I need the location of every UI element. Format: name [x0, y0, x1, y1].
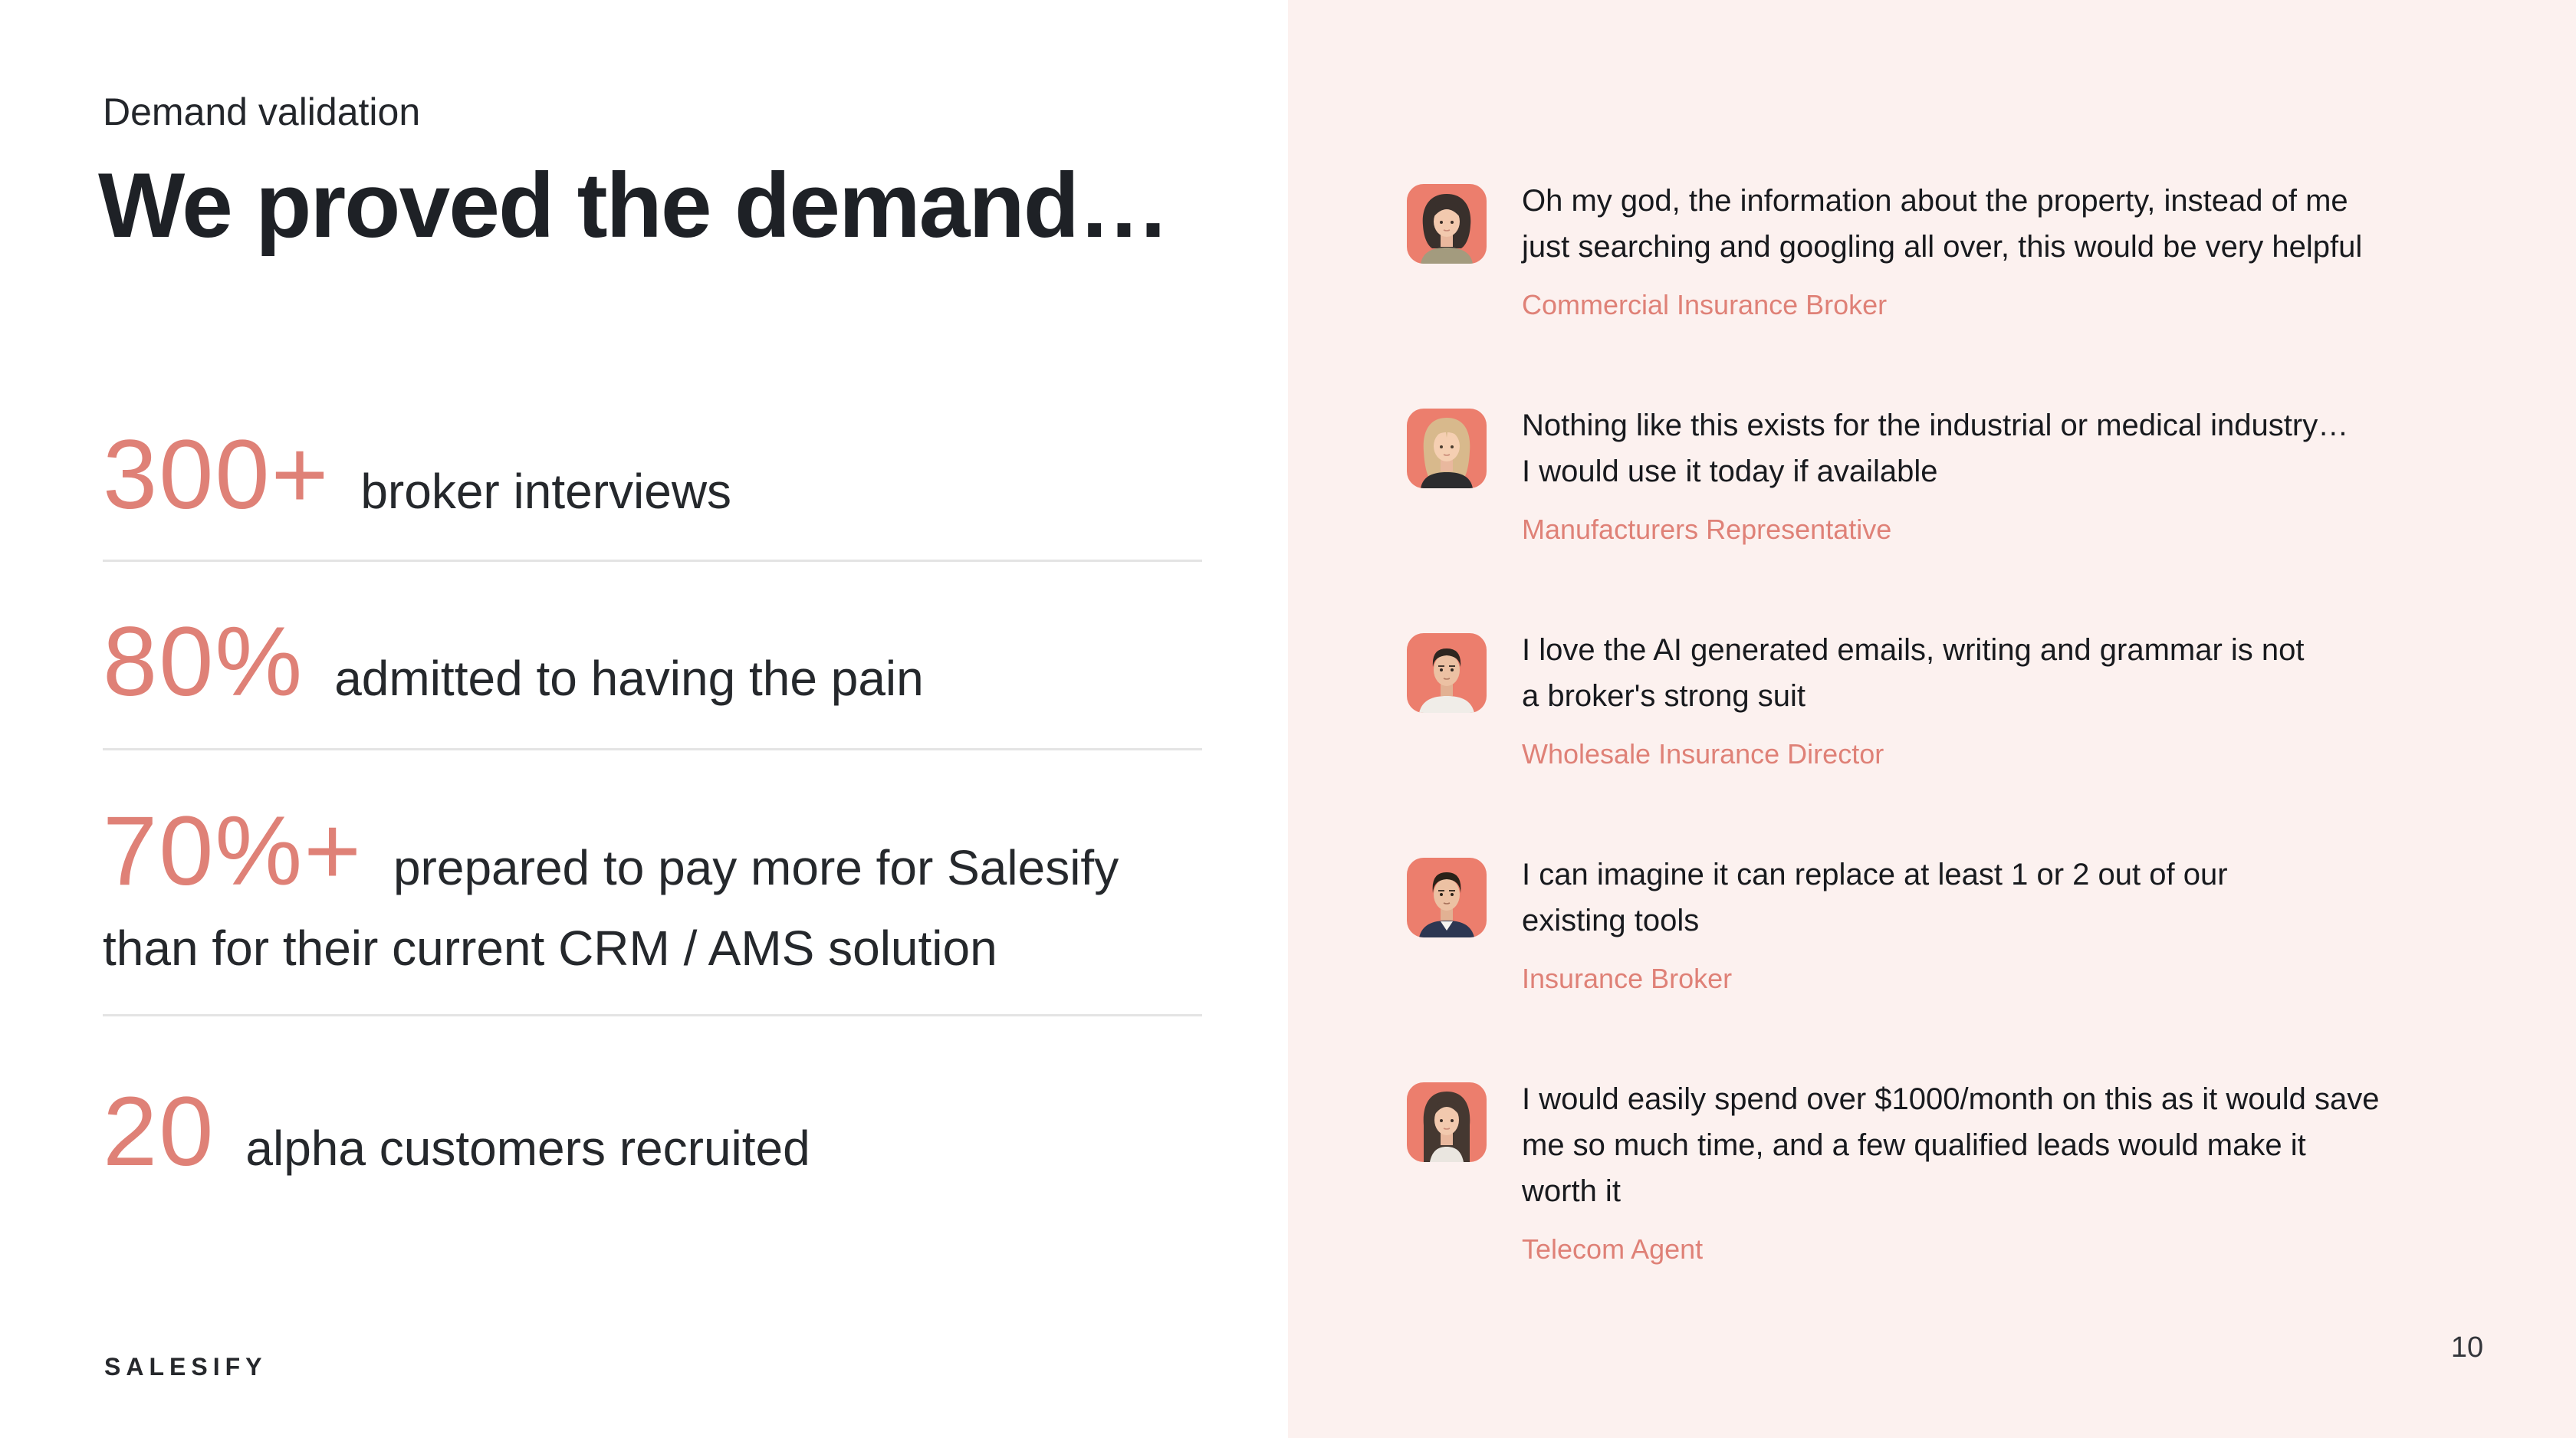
divider: [103, 1014, 1202, 1016]
stat-label-line2: than for their current CRM / AMS solutio…: [103, 921, 997, 976]
testimonial-quote: I would easily spend over $1000/month on…: [1522, 1082, 2380, 1208]
left-panel: Demand validation We proved the demand… …: [98, 90, 1202, 1381]
testimonial-quote: I love the AI generated emails, writing …: [1522, 633, 2305, 713]
testimonial-quote: Oh my god, the information about the pro…: [1522, 184, 2363, 264]
divider: [103, 560, 1202, 562]
avatar-man-suit-icon: [1407, 858, 1487, 937]
avatar-woman-blonde-icon: [1407, 409, 1487, 488]
testimonial-quote: I can imagine it can replace at least 1 …: [1522, 858, 2228, 937]
testimonial-insurance-broker: I can imagine it can replace at least 1 …: [1407, 858, 2511, 996]
testimonial-telecom-agent: I would easily spend over $1000/month on…: [1407, 1082, 2511, 1266]
avatar-man-white-shirt-icon: [1407, 633, 1487, 713]
stat-value: 80%: [103, 607, 304, 717]
slide-title: We proved the demand…: [98, 154, 1170, 257]
stat-row-pay-more: 70%+ prepared to pay more for Salesify t…: [103, 803, 1119, 973]
stat-label: prepared to pay more for Salesify: [393, 840, 1119, 895]
testimonials-panel: Oh my god, the information about the pro…: [1288, 0, 2576, 1438]
testimonial-role: Telecom Agent: [1522, 1233, 1704, 1265]
stat-row-broker-interviews: 300+ broker interviews: [103, 426, 731, 524]
stat-value: 300+: [103, 420, 330, 530]
testimonial-role: Wholesale Insurance Director: [1522, 738, 1884, 770]
stat-value: 70%+: [103, 796, 363, 906]
testimonial-role: Insurance Broker: [1522, 963, 1733, 994]
testimonial-commercial-insurance-broker: Oh my god, the information about the pro…: [1407, 184, 2511, 322]
slide-eyebrow: Demand validation: [103, 90, 421, 133]
stat-row-alpha-customers: 20 alpha customers recruited: [103, 1083, 810, 1181]
avatar-woman-long-hair-icon: [1407, 1082, 1487, 1162]
divider: [103, 748, 1202, 750]
testimonial-manufacturers-representative: Nothing like this exists for the industr…: [1407, 409, 2511, 547]
page-number: 10: [2450, 1331, 2484, 1364]
stat-value: 20: [103, 1077, 215, 1187]
testimonial-quote: Nothing like this exists for the industr…: [1522, 409, 2349, 488]
stat-label: alpha customers recruited: [245, 1121, 810, 1176]
salesify-logo: SALESIFY: [104, 1353, 268, 1381]
stat-row-admitted-pain: 80% admitted to having the pain: [103, 613, 924, 711]
testimonial-role: Manufacturers Representative: [1522, 514, 1892, 545]
testimonial-role: Commercial Insurance Broker: [1522, 289, 1888, 320]
stat-label: broker interviews: [360, 464, 732, 519]
avatar-woman-bob-icon: [1407, 184, 1487, 264]
stat-label: admitted to having the pain: [334, 651, 924, 706]
testimonial-wholesale-insurance-director: I love the AI generated emails, writing …: [1407, 633, 2511, 771]
